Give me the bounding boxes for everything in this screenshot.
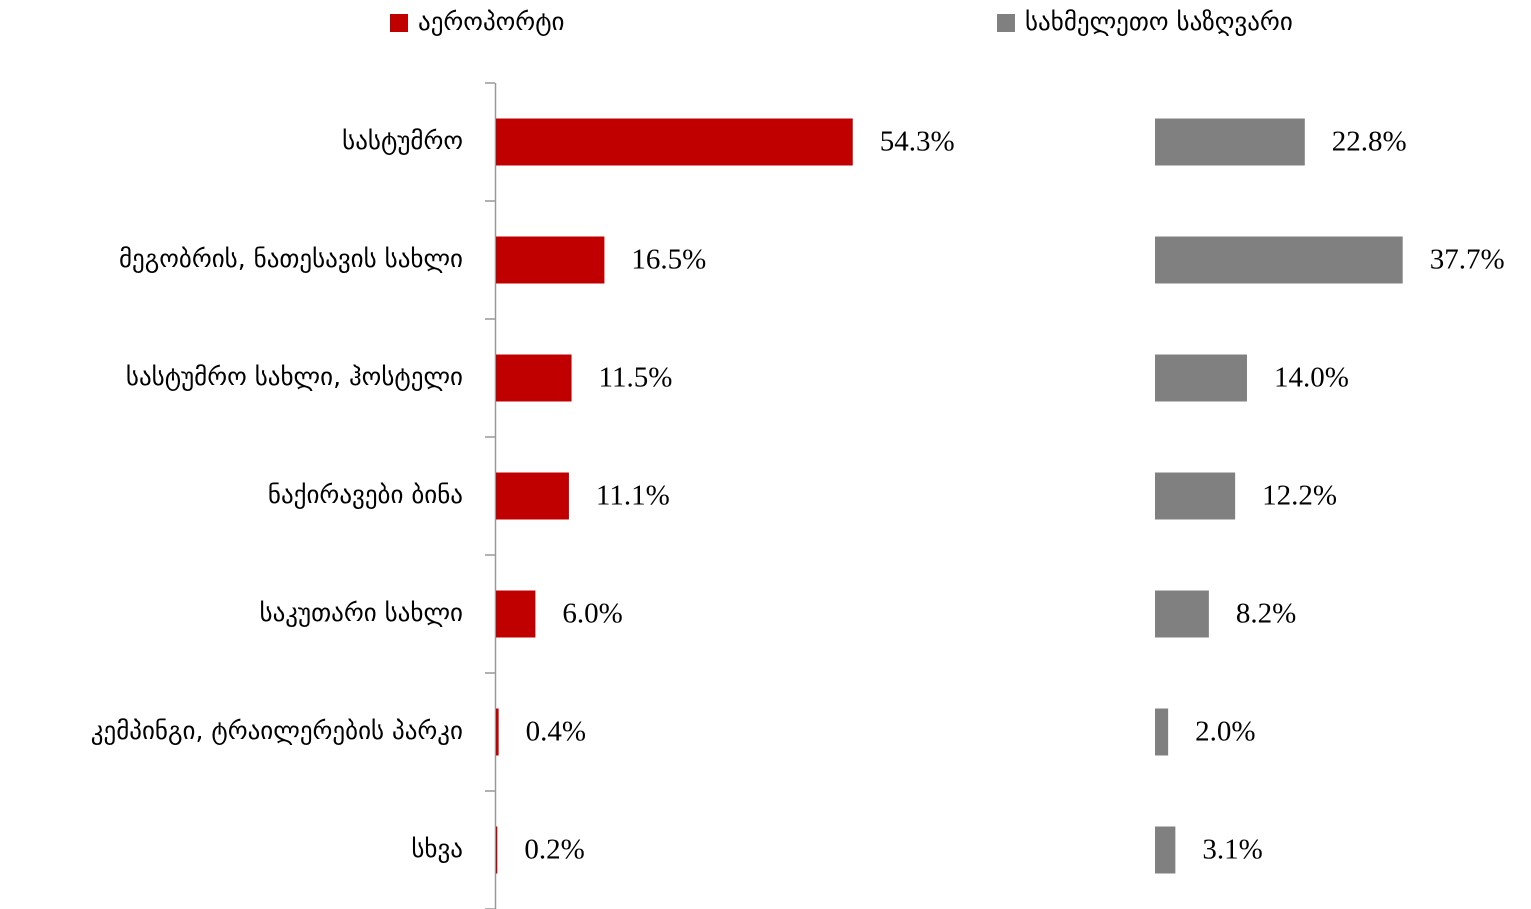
value-label: 2.0% [1195, 716, 1255, 748]
bar [496, 472, 569, 520]
value-label: 11.1% [596, 480, 670, 512]
bar [1155, 590, 1209, 638]
category-label: მეგობრის, ნათესავის სახლი [119, 244, 463, 273]
value-label: 11.5% [599, 362, 673, 394]
value-label: 54.3% [880, 126, 955, 158]
bar [496, 826, 498, 874]
bar [1155, 354, 1247, 402]
value-label: 3.1% [1202, 834, 1262, 866]
bar [496, 590, 536, 638]
bar [496, 354, 572, 402]
category-label: საკუთარი სახლი [260, 598, 463, 627]
category-label: კემპინგი, ტრაილერების პარკი [91, 716, 463, 745]
value-label: 14.0% [1274, 362, 1349, 394]
category-label: სასტუმრო სახლი, ჰოსტელი [126, 362, 463, 391]
bar [1155, 236, 1403, 284]
value-label: 0.4% [526, 716, 586, 748]
category-label: სასტუმრო [342, 126, 463, 155]
legend-label: სახმელეთო საზღვარი [1025, 7, 1293, 36]
bar [496, 708, 499, 756]
bar [496, 236, 605, 284]
value-label: 16.5% [631, 244, 706, 276]
bar [1155, 826, 1176, 874]
category-label: ნაქირავები ბინა [268, 480, 463, 509]
value-label: 8.2% [1236, 598, 1296, 630]
category-label: სხვა [411, 834, 463, 863]
bar [1155, 472, 1236, 520]
value-label: 37.7% [1430, 244, 1505, 276]
bar [1155, 708, 1169, 756]
legend-label: აეროპორტი [418, 7, 564, 36]
value-label: 12.2% [1262, 480, 1337, 512]
bar [496, 118, 853, 166]
legend-swatch [390, 14, 408, 32]
value-label: 22.8% [1332, 126, 1407, 158]
value-label: 0.2% [524, 834, 584, 866]
bar [1155, 118, 1305, 166]
value-label: 6.0% [562, 598, 622, 630]
legend-swatch [997, 14, 1015, 32]
